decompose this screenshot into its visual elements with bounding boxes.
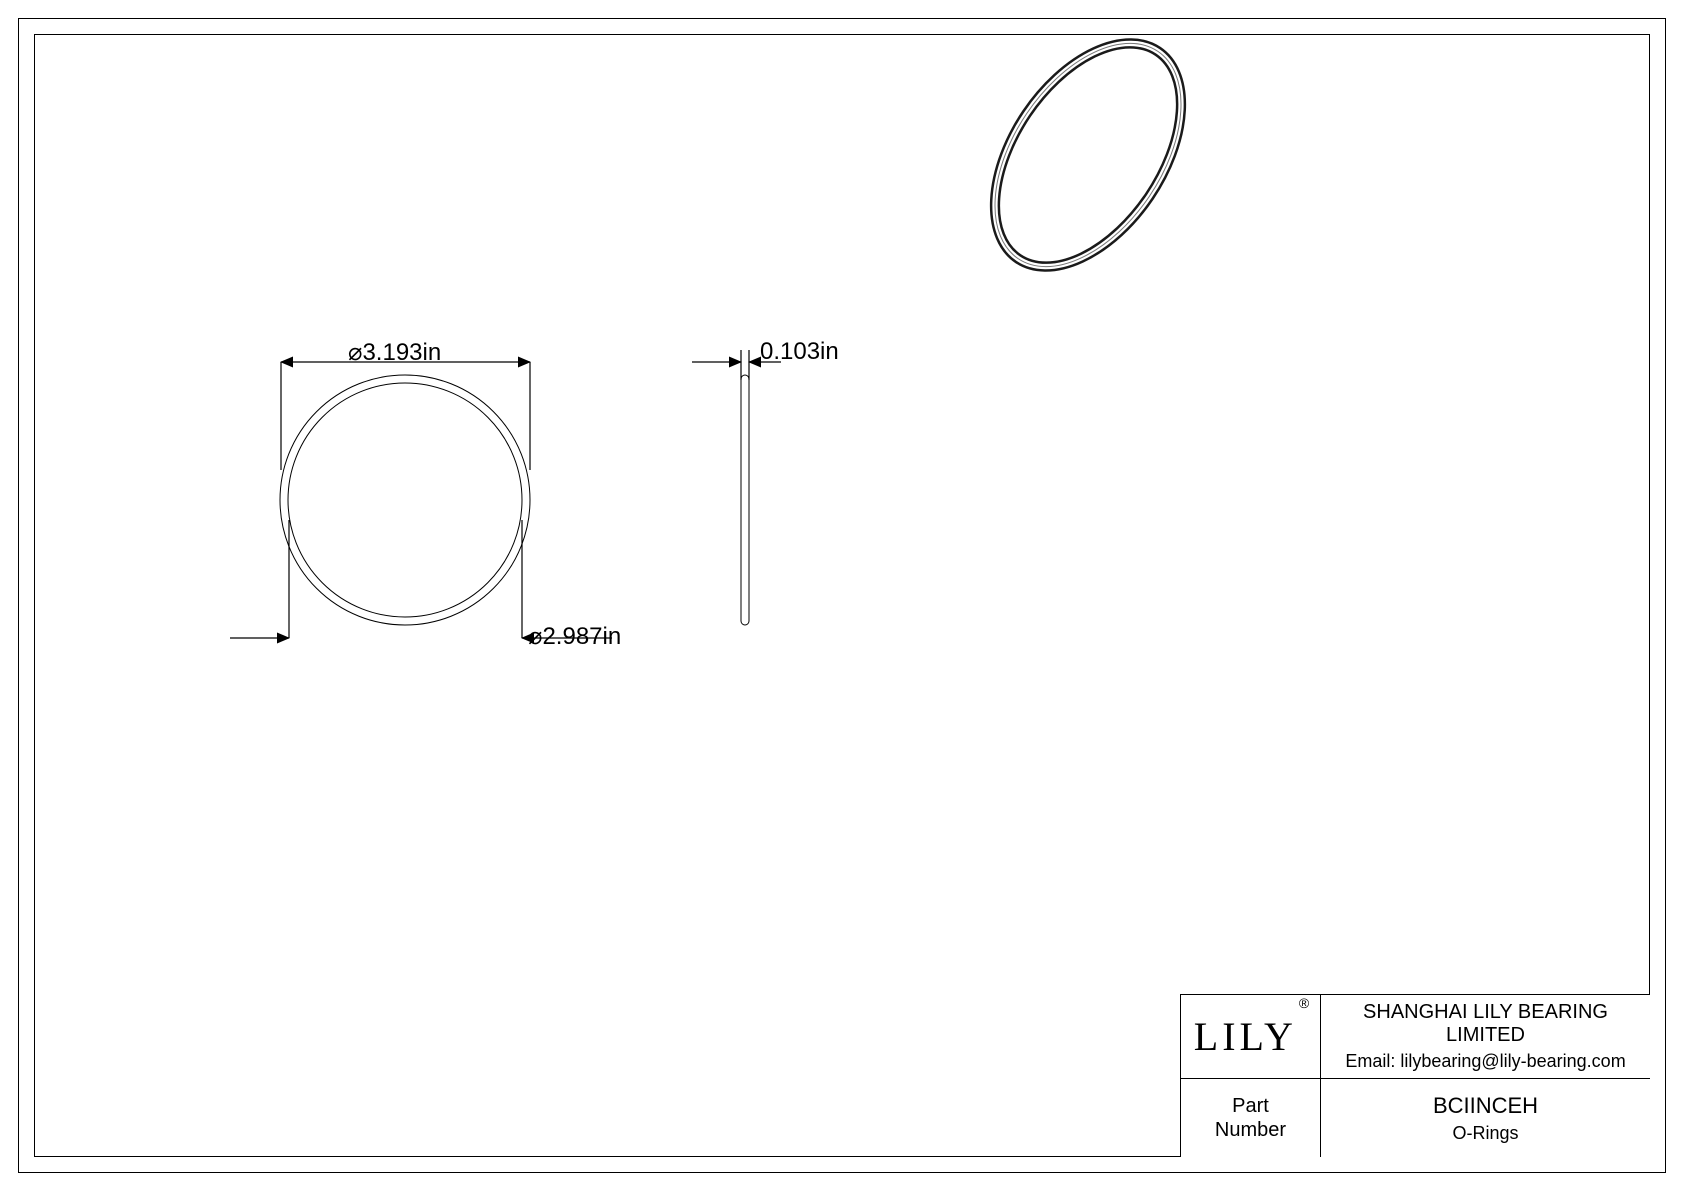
label-inner-diameter: ⌀2.987in [528, 622, 621, 651]
pn-label-line1: Part [1232, 1095, 1269, 1117]
dimension-inner-diameter [230, 520, 612, 638]
front-view-ring [280, 375, 530, 625]
company-email: Email: lilybearing@lily-bearing.com [1345, 1051, 1625, 1072]
label-cross-section: 0.103in [760, 338, 839, 366]
part-number-value-cell: BCIINCEH O-Rings [1321, 1079, 1650, 1157]
company-name: SHANGHAI LILY BEARING LIMITED [1329, 1001, 1642, 1047]
pn-label-line2: Number [1215, 1119, 1286, 1141]
company-cell: SHANGHAI LILY BEARING LIMITED Email: lil… [1321, 995, 1650, 1078]
registered-icon: ® [1299, 995, 1309, 1011]
label-outer-diameter: ⌀3.193in [348, 338, 441, 367]
logo-text: LILY [1194, 1014, 1297, 1059]
isometric-ring [951, 4, 1225, 305]
side-view-slot [741, 375, 749, 625]
dimension-outer-diameter [281, 362, 530, 470]
title-block: LILY® SHANGHAI LILY BEARING LIMITED Emai… [1180, 994, 1650, 1157]
drawing-svg [34, 34, 1650, 1157]
part-description: O-Rings [1452, 1123, 1518, 1144]
logo-cell: LILY® [1181, 995, 1321, 1078]
part-number-label-cell: Part Number [1181, 1079, 1321, 1157]
part-number: BCIINCEH [1433, 1093, 1538, 1119]
